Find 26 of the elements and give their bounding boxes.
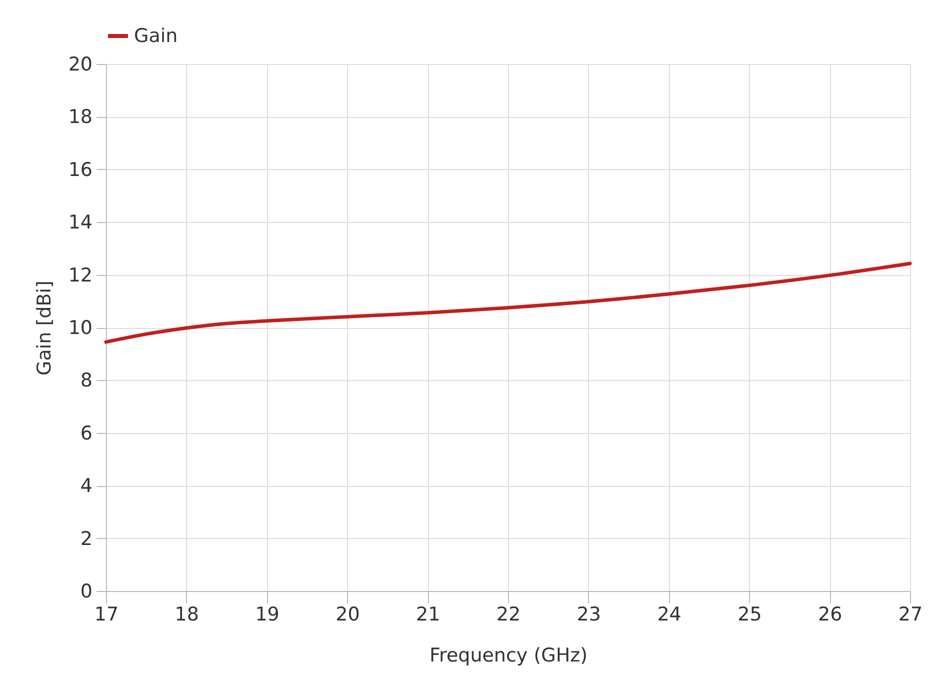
x-tick-label: 22: [496, 604, 521, 626]
x-tick-label: 17: [94, 604, 119, 626]
y-tick-label: 0: [80, 580, 92, 602]
x-tick-label: 27: [898, 604, 923, 626]
x-tick-label: 26: [818, 604, 842, 626]
x-tick-label: 25: [738, 604, 762, 626]
x-tick-label: 23: [576, 604, 601, 626]
x-tick-label: 24: [657, 604, 682, 626]
y-tick-label: 20: [68, 54, 92, 76]
x-axis-title: Frequency (GHz): [429, 644, 588, 666]
line-series: [104, 262, 912, 344]
y-tick-label: 12: [68, 264, 92, 286]
y-tick-label: 8: [80, 370, 92, 392]
y-tick-label: 4: [80, 475, 92, 498]
x-tick-label: 20: [336, 604, 360, 626]
x-tick-label: 19: [255, 604, 280, 626]
legend-label: Gain: [134, 25, 178, 47]
y-tick-label: 10: [68, 317, 92, 339]
y-tick-label: 6: [80, 422, 92, 444]
y-tick-label: 14: [68, 212, 92, 234]
y-tick-label: 2: [80, 528, 92, 550]
x-tick-label: 21: [416, 604, 440, 626]
y-tick-label: 18: [68, 106, 92, 128]
y-tick-label: 16: [68, 158, 92, 181]
x-tick-label: 18: [174, 604, 199, 626]
y-axis-title: Gain [dBi]: [33, 280, 56, 376]
